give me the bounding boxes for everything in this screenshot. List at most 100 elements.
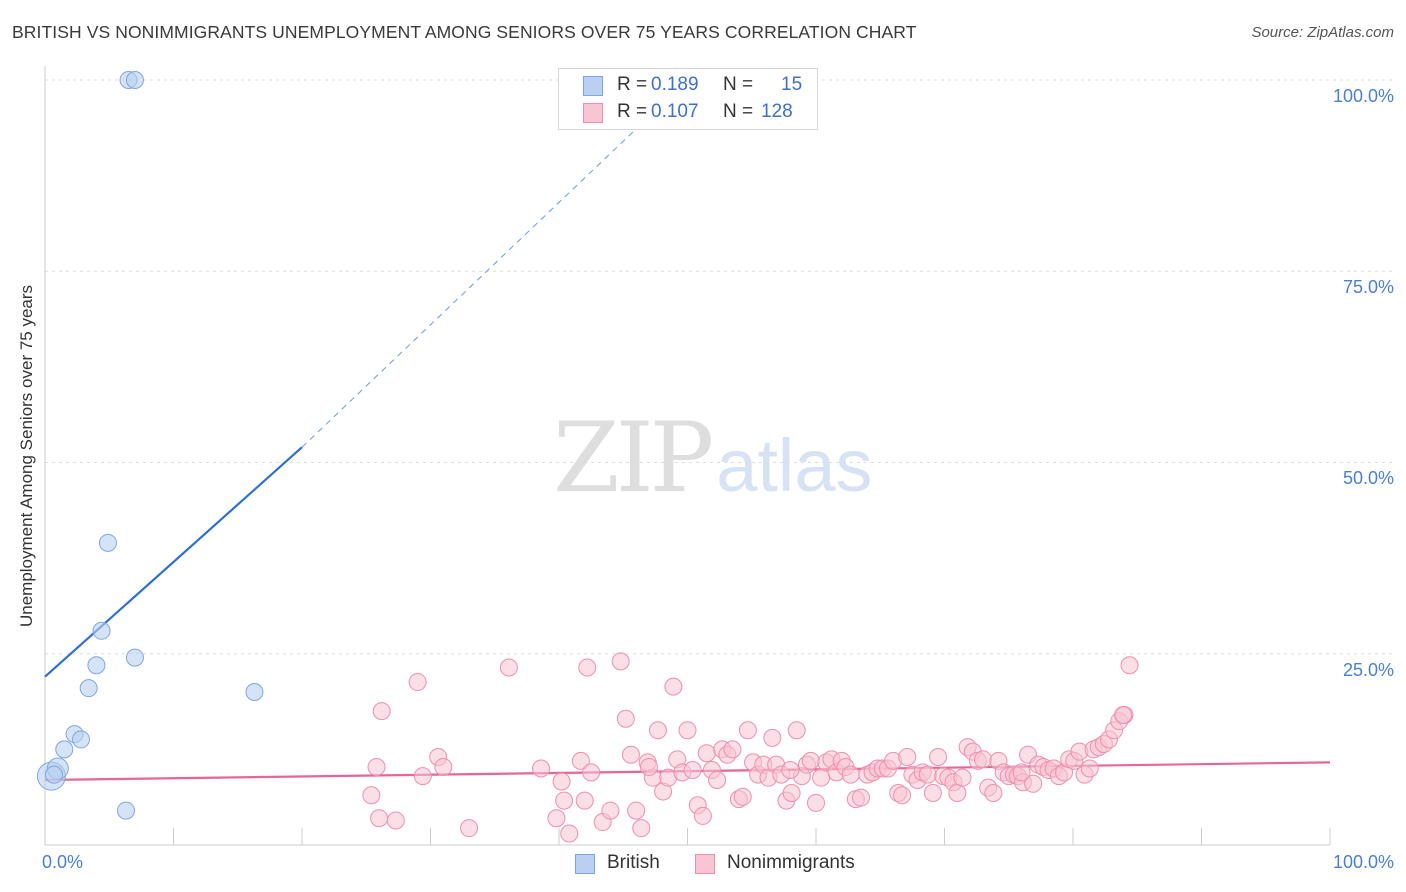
nonimmigrants-point [851, 788, 870, 807]
nonimmigrants-legend-swatch [695, 854, 715, 874]
nonimmigrants-points [362, 652, 1139, 843]
nonimmigrants-point [918, 765, 937, 784]
nonimmigrants-point [621, 745, 640, 764]
nonimmigrants-point [547, 809, 566, 828]
nonimmigrants-point [898, 748, 917, 767]
y-tick-label-25: 25.0% [1342, 660, 1394, 680]
nonimmigrants-point [782, 783, 801, 802]
nonimmigrants-point [929, 748, 948, 767]
british-n-value: 15 [781, 74, 803, 95]
nonimmigrants-point [460, 819, 479, 838]
british-point [125, 648, 144, 667]
nonimmigrants-point [560, 824, 579, 843]
n-label: N = [723, 101, 754, 122]
nonimmigrants-point [683, 761, 702, 780]
nonimmigrants-point [370, 809, 389, 828]
british-point [71, 730, 90, 749]
nonimmigrants-point [367, 757, 386, 776]
watermark: ZIPatlas [553, 402, 873, 514]
british-point [79, 679, 98, 698]
nonimmigrants-n-value: 128 [761, 101, 793, 122]
nonimmigrants-point [408, 673, 427, 692]
nonimmigrants-point [1012, 763, 1031, 782]
british-point [98, 533, 117, 552]
nonimmigrants-point [678, 721, 697, 740]
nonimmigrants-point [611, 652, 630, 671]
chart-title: BRITISH VS NONIMMIGRANTS UNEMPLOYMENT AM… [12, 22, 917, 42]
nonimmigrants-point [571, 751, 590, 770]
nonimmigrants-point [738, 721, 757, 740]
british-trend-line [44, 446, 303, 678]
x-tick-label-0: 0.0% [42, 852, 84, 872]
nonimmigrants-point [362, 786, 381, 805]
nonimmigrants-point [763, 728, 782, 747]
x-tick-label-100: 100.0% [1332, 852, 1394, 872]
nonimmigrants-point [781, 761, 800, 780]
nonimmigrants-point [708, 770, 727, 789]
source-label: Source: ZipAtlas.com [1251, 24, 1394, 41]
nonimmigrants-legend-label: Nonimmigrants [727, 852, 855, 873]
nonimmigrants-point [386, 811, 405, 830]
british-point [125, 71, 144, 89]
watermark-atlas: atlas [716, 424, 873, 507]
british-point [44, 765, 63, 784]
british-r-value: 0.189 [651, 74, 699, 95]
nonimmigrants-point [434, 757, 453, 776]
british-legend-label: British [607, 852, 660, 873]
nonimmigrants-point [984, 783, 1003, 802]
nonimmigrants-point [413, 767, 432, 786]
stats-legend-box: R = 0.189 N = 15 R = 0.107 N = 128 [558, 68, 818, 130]
nonimmigrants-point [664, 677, 683, 696]
axes [44, 66, 1331, 846]
nonimmigrants-point [499, 658, 518, 677]
grid-lines [45, 79, 1392, 655]
nonimmigrants-point [893, 786, 912, 805]
nonimmigrants-point [923, 783, 942, 802]
nonimmigrants-point [601, 801, 620, 820]
nonimmigrants-point [1024, 774, 1043, 793]
british-point [55, 740, 74, 759]
nonimmigrants-point [632, 819, 651, 838]
trend-lines [44, 79, 1331, 782]
nonimmigrants-point [372, 702, 391, 721]
r-label: R = [617, 101, 648, 122]
nonimmigrants-point [1120, 656, 1139, 675]
british-swatch [583, 76, 603, 96]
nonimmigrants-point [974, 750, 993, 769]
nonimmigrants-point [697, 744, 716, 763]
nonimmigrants-point [807, 793, 825, 812]
nonimmigrants-point [812, 768, 831, 787]
nonimmigrants-point [552, 772, 571, 791]
nonimmigrants-point [1114, 705, 1133, 724]
nonimmigrants-point [582, 763, 601, 782]
nonimmigrants-point [639, 757, 658, 776]
nonimmigrants-r-value: 0.107 [651, 101, 699, 122]
nonimmigrants-point [555, 791, 574, 810]
nonimmigrants-point [693, 806, 712, 825]
nonimmigrants-point [723, 740, 742, 759]
british-point [245, 683, 264, 701]
y-tick-label-50: 50.0% [1342, 468, 1394, 488]
british-point [87, 656, 106, 675]
nonimmigrants-swatch [583, 103, 603, 123]
y-tick-label-75: 75.0% [1342, 277, 1394, 297]
british-point [92, 621, 111, 640]
nonimmigrants-point [733, 787, 752, 806]
nonimmigrants-point [948, 783, 967, 802]
nonimmigrants-point [578, 658, 597, 677]
nonimmigrants-point [627, 801, 646, 820]
nonimmigrants-point [953, 768, 972, 787]
british-point [116, 801, 135, 820]
r-label: R = [617, 74, 648, 95]
british-legend-swatch [575, 854, 595, 874]
british-points [36, 71, 264, 820]
y-axis-label: Unemployment Among Seniors over 75 years [17, 284, 36, 628]
nonimmigrants-point [1080, 759, 1099, 778]
nonimmigrants-point [616, 709, 635, 728]
nonimmigrants-point [575, 791, 594, 810]
nonimmigrants-point [801, 751, 820, 770]
british-trend-extension [301, 79, 688, 448]
watermark-zip: ZIP [553, 402, 714, 514]
nonimmigrants-point [648, 721, 667, 740]
